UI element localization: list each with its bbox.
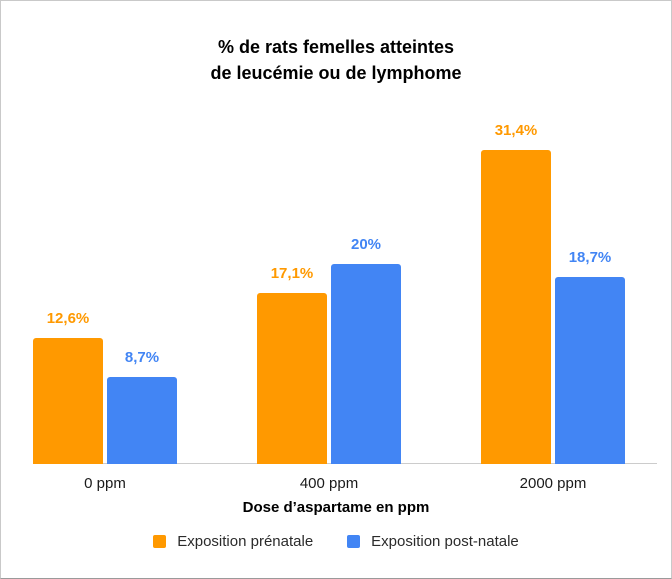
legend-swatch-postnatale <box>347 535 361 548</box>
bar-value-label: 31,4% <box>494 122 538 139</box>
plot-area: 12,6% 8,7% 17,1% 20% 31,4% 18,7% <box>1 99 671 464</box>
bar-value-label: 18,7% <box>568 249 612 266</box>
legend-item-prenatale: Exposition prénatale <box>153 533 313 550</box>
bar-slot-prenatale: 17,1% <box>257 99 327 464</box>
legend-item-postnatale: Exposition post-natale <box>347 533 519 550</box>
bar-slot-prenatale: 12,6% <box>33 99 103 464</box>
x-axis-title: Dose d’aspartame en ppm <box>242 499 430 516</box>
bar-groups: 12,6% 8,7% 17,1% 20% 31,4% 18,7% <box>1 99 671 464</box>
bar-slot-postnatale: 18,7% <box>555 99 625 464</box>
bar-value-label: 17,1% <box>270 265 314 282</box>
bar-slot-prenatale: 31,4% <box>481 99 551 464</box>
legend-label: Exposition post-natale <box>371 533 519 550</box>
bar-slot-postnatale: 8,7% <box>107 99 177 464</box>
x-axis-ticks: 0 ppm 400 ppm 2000 ppm <box>1 475 671 492</box>
x-tick-label: 400 ppm <box>299 475 359 492</box>
bar-prenatale <box>481 150 551 464</box>
bar-postnatale <box>331 264 401 464</box>
bar-group-400-ppm: 17,1% 20% <box>257 99 401 464</box>
chart-title: % de rats femelles atteintes de leucémie… <box>210 37 462 83</box>
bar-postnatale <box>107 377 177 464</box>
bar-value-label: 12,6% <box>46 310 90 327</box>
x-tick-label: 0 ppm <box>84 475 126 492</box>
bar-slot-postnatale: 20% <box>331 99 401 464</box>
bar-prenatale <box>257 293 327 464</box>
legend-swatch-prenatale <box>153 535 167 548</box>
bar-value-label: 20% <box>350 236 382 253</box>
legend: Exposition prénatale Exposition post-nata… <box>1 533 671 550</box>
bar-group-2000-ppm: 31,4% 18,7% <box>481 99 625 464</box>
bar-postnatale <box>555 277 625 464</box>
bar-value-label: 8,7% <box>124 349 160 366</box>
x-tick-label: 2000 ppm <box>519 475 587 492</box>
bar-prenatale <box>33 338 103 464</box>
bar-group-0-ppm: 12,6% 8,7% <box>33 99 177 464</box>
legend-label: Exposition prénatale <box>177 533 314 550</box>
